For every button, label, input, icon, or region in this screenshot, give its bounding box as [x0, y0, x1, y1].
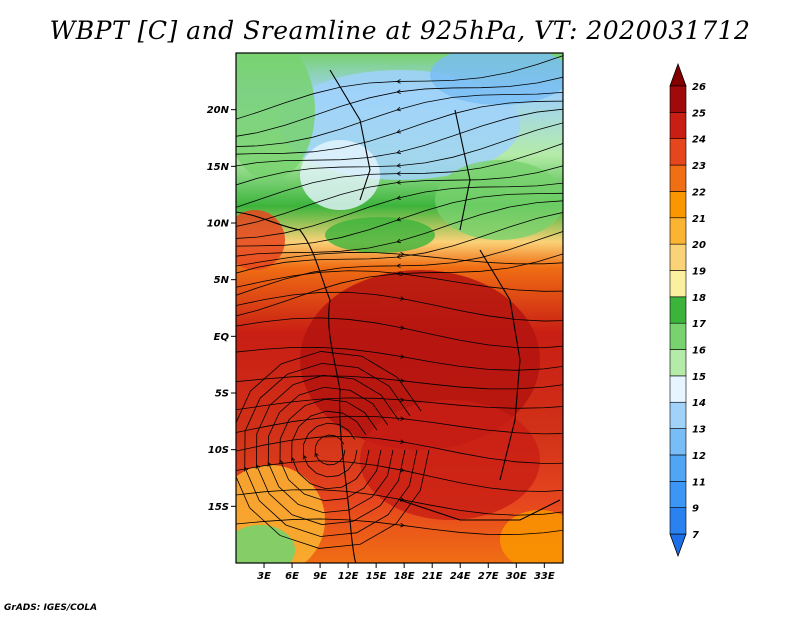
colorbar-label: 18 [692, 293, 706, 304]
streamline [236, 351, 430, 549]
streamline-arrow [396, 263, 401, 269]
lon-label: 12E [338, 571, 359, 582]
colorbar-bin [669, 112, 687, 140]
colorbar-bin [669, 401, 687, 429]
colorbar-label: 19 [692, 266, 706, 277]
colorbar-label: 21 [692, 214, 706, 225]
streamline-arrow [267, 461, 272, 467]
lon-label: 15E [366, 571, 387, 582]
lon-label: 3E [257, 571, 271, 582]
colorbar-label: 14 [692, 398, 706, 409]
colorbar-bin [669, 428, 687, 456]
streamline-arrow [400, 251, 405, 257]
streamline-arrow [244, 466, 249, 472]
colorbar-bin [669, 138, 687, 166]
streamline-arrow [396, 180, 401, 185]
lat-label: 15S [208, 502, 229, 513]
streamline-arrow [396, 217, 402, 222]
streamline-arrow [400, 439, 405, 444]
colorbar-label: 25 [692, 108, 706, 119]
streamline-arrow [396, 149, 401, 155]
wbpt-field [236, 53, 563, 563]
colorbar-bottom-triangle [669, 533, 687, 558]
colorbar-bin [669, 296, 687, 324]
colorbar-label: 16 [692, 346, 706, 357]
streamline-arrow [302, 454, 307, 460]
colorbar-bin [669, 217, 687, 245]
colorbar: 7 9 11 12 13 14 15 16 17 18 19 20 21 22 23 24 25 26 [669, 62, 706, 558]
colorbar-bin [669, 243, 687, 271]
streamline-arrow [400, 522, 405, 528]
grads-credit: GrADS: IGES/COLA [4, 603, 98, 613]
colorbar-label: 9 [692, 504, 699, 515]
lon-label: 6E [285, 571, 299, 582]
colorbar-bin [669, 375, 687, 403]
lon-label: 18E [394, 571, 415, 582]
lon-label: 9E [313, 571, 327, 582]
streamline-arrow [400, 467, 405, 473]
lon-label: 27E [478, 571, 499, 582]
colorbar-bin [669, 85, 687, 113]
longitude-axis: 3E 6E 9E 12E 15E 18E 21E 24E 27E 30E 33E [257, 563, 555, 582]
streamline-arrow [396, 171, 401, 176]
streamline-arrow [291, 457, 296, 462]
colorbar-label: 7 [692, 530, 699, 541]
colorbar-label: 12 [692, 451, 706, 462]
colorbar-bin [669, 191, 687, 219]
colorbar-label: 13 [692, 425, 706, 436]
streamline-arrow [400, 397, 405, 403]
colorbar-label: 26 [692, 82, 706, 93]
streamline-arrow [400, 296, 405, 301]
colorbar-bin [669, 454, 687, 482]
lat-label: 10S [208, 445, 229, 456]
colorbar-label: 22 [692, 187, 706, 198]
chart-title: WBPT [C] and Sreamline at 925hPa, VT: 20… [49, 16, 751, 45]
lon-label: 33E [534, 571, 555, 582]
streamline-arrow [400, 325, 405, 330]
streamline-arrow [396, 89, 401, 94]
streamline-arrow [400, 416, 405, 421]
colorbar-label: 23 [692, 161, 706, 172]
streamline-arrow [396, 106, 401, 112]
streamline-arrow [396, 254, 401, 259]
colorbar-label: 17 [692, 319, 706, 330]
lon-label: 30E [506, 571, 527, 582]
streamline-arrow [396, 238, 401, 244]
lat-label: 5S [215, 389, 229, 400]
colorbar-bin [669, 270, 687, 298]
streamline-arrow [400, 378, 405, 383]
streamline-arrow [396, 79, 401, 84]
streamline-arrow [279, 459, 284, 465]
streamline-arrow [396, 163, 401, 168]
streamline-arrow [314, 452, 319, 458]
colorbar-bin [669, 322, 687, 350]
colorbar-bin [669, 349, 687, 377]
colorbar-label: 24 [692, 135, 706, 146]
streamline-arrow [396, 195, 401, 200]
latitude-axis: 20N 15N 10N 5N EQ 5S 10S 15S [207, 105, 236, 513]
streamline-arrow [255, 464, 260, 470]
coastline [236, 69, 561, 563]
colorbar-bin [669, 164, 687, 192]
lat-label: 5N [214, 275, 230, 286]
streamline-arrow [396, 129, 402, 134]
colorbar-label: 20 [692, 240, 706, 251]
colorbar-label: 11 [692, 477, 706, 488]
streamline-arrow [400, 271, 405, 277]
map-frame [235, 52, 564, 564]
colorbar-top-triangle [669, 62, 687, 87]
lat-label: EQ [214, 332, 230, 343]
colorbar-label: 15 [692, 372, 706, 383]
lat-label: 15N [207, 162, 230, 173]
lat-label: 20N [207, 105, 230, 116]
colorbar-bin [669, 507, 687, 535]
streamline-arrow [400, 354, 405, 359]
lon-label: 24E [450, 571, 471, 582]
lon-label: 21E [422, 571, 443, 582]
lat-label: 10N [207, 219, 230, 230]
streamlines [236, 55, 563, 549]
colorbar-bin [669, 480, 687, 508]
